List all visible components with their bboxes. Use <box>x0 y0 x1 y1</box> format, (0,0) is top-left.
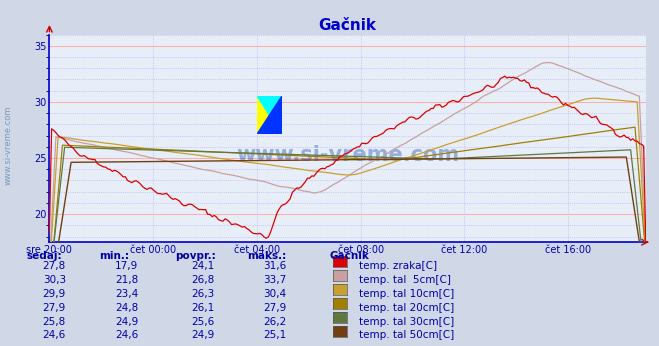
Text: 33,7: 33,7 <box>264 275 287 285</box>
Text: 24,6: 24,6 <box>115 330 138 340</box>
Text: 24,9: 24,9 <box>115 317 138 327</box>
Text: www.si-vreme.com: www.si-vreme.com <box>236 145 459 165</box>
Text: maks.:: maks.: <box>247 251 287 261</box>
Text: temp. tal 20cm[C]: temp. tal 20cm[C] <box>359 303 455 313</box>
Text: 24,1: 24,1 <box>191 261 214 271</box>
Title: Gačnik: Gačnik <box>318 18 377 34</box>
Text: www.si-vreme.com: www.si-vreme.com <box>3 106 13 185</box>
Polygon shape <box>257 115 282 134</box>
Text: 27,8: 27,8 <box>43 261 66 271</box>
Text: 21,8: 21,8 <box>115 275 138 285</box>
Polygon shape <box>270 96 282 134</box>
Text: temp. zraka[C]: temp. zraka[C] <box>359 261 438 271</box>
Text: 27,9: 27,9 <box>264 303 287 313</box>
Text: Gačnik: Gačnik <box>330 251 370 261</box>
Text: 30,4: 30,4 <box>264 289 287 299</box>
Text: temp. tal  5cm[C]: temp. tal 5cm[C] <box>359 275 451 285</box>
Text: 31,6: 31,6 <box>264 261 287 271</box>
Text: povpr.:: povpr.: <box>175 251 215 261</box>
Text: 26,1: 26,1 <box>191 303 214 313</box>
Text: 23,4: 23,4 <box>115 289 138 299</box>
Text: 24,8: 24,8 <box>115 303 138 313</box>
Text: min.:: min.: <box>99 251 129 261</box>
Text: 26,2: 26,2 <box>264 317 287 327</box>
Polygon shape <box>257 96 270 134</box>
Text: 26,8: 26,8 <box>191 275 214 285</box>
Text: 26,3: 26,3 <box>191 289 214 299</box>
Text: 27,9: 27,9 <box>43 303 66 313</box>
Text: 25,8: 25,8 <box>43 317 66 327</box>
Text: 25,6: 25,6 <box>191 317 214 327</box>
Text: temp. tal 30cm[C]: temp. tal 30cm[C] <box>359 317 455 327</box>
Text: 29,9: 29,9 <box>43 289 66 299</box>
Text: temp. tal 10cm[C]: temp. tal 10cm[C] <box>359 289 455 299</box>
Text: 17,9: 17,9 <box>115 261 138 271</box>
Text: sedaj:: sedaj: <box>26 251 62 261</box>
Text: 30,3: 30,3 <box>43 275 66 285</box>
Text: temp. tal 50cm[C]: temp. tal 50cm[C] <box>359 330 455 340</box>
Text: 24,6: 24,6 <box>43 330 66 340</box>
Text: 24,9: 24,9 <box>191 330 214 340</box>
Polygon shape <box>257 96 282 115</box>
Text: 25,1: 25,1 <box>264 330 287 340</box>
